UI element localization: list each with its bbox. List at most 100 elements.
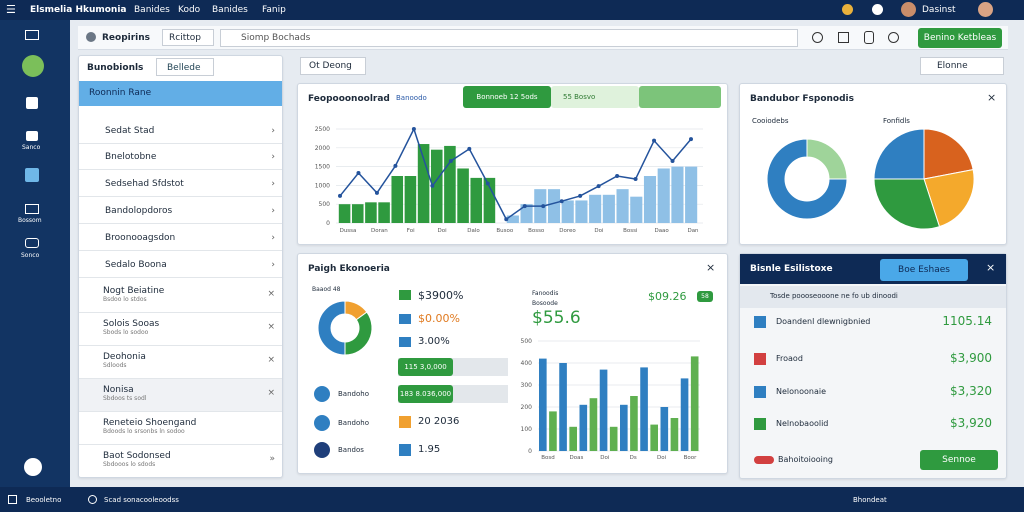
status-text: Bhondeat — [853, 496, 887, 504]
entry[interactable]: Nonisa Sbdoos ts sodl × — [79, 379, 282, 412]
entry[interactable]: Nogt Beiatine Bsdoo lo stdos × — [79, 280, 282, 313]
avatar[interactable] — [978, 2, 993, 17]
list-title: Bunobionls — [87, 63, 144, 73]
status-text: Scad sonacooleoodss — [104, 496, 179, 504]
profile-avatar[interactable] — [22, 55, 44, 77]
y-tick-label: 1000 — [315, 182, 330, 189]
menu-item[interactable]: Banides — [212, 5, 248, 15]
x-tick-label: Doi — [594, 228, 604, 234]
help-icon[interactable] — [24, 458, 42, 476]
entry-subtitle: Bsdoo lo stdos — [103, 296, 147, 303]
toolbar-icon[interactable] — [864, 31, 874, 44]
blue-bar — [589, 194, 602, 223]
blue-bar — [561, 200, 574, 223]
entry[interactable]: Reneteio Shoengand Bdoods lo srsonbs ln s… — [79, 412, 282, 445]
filter-dropdown[interactable]: Bellede — [156, 58, 214, 76]
filter-dropdown[interactable]: Ot Deong — [300, 57, 366, 75]
pie-slice — [923, 128, 974, 180]
line-point — [615, 174, 620, 178]
user-name[interactable]: Dasinst — [922, 5, 956, 15]
nav-icon[interactable] — [25, 204, 39, 214]
item-label: Bnelotobne — [105, 152, 157, 162]
blue-bar — [575, 200, 588, 223]
x-tick-label: Doran — [371, 228, 388, 234]
list-item[interactable]: Sedalo Boona › — [79, 252, 282, 278]
pie-slice — [923, 169, 975, 228]
element: › — [271, 206, 275, 216]
blue-bar — [685, 166, 698, 223]
stats-panel: Paigh Ekonoeria × Baaod 48 $3900% $0.00%… — [297, 253, 728, 474]
nav-icon[interactable] — [25, 168, 39, 182]
toolbar-icon[interactable] — [838, 32, 849, 43]
bar — [660, 407, 669, 451]
green-bar — [365, 202, 377, 223]
nav-icon[interactable] — [25, 30, 39, 40]
search-box[interactable]: Siomp Bochads — [220, 29, 798, 47]
entry[interactable]: Solois Sooas Sbods lo sodoo × — [79, 313, 282, 346]
panel-title: Bandubor Fsponodis — [750, 94, 854, 104]
dropdown[interactable]: Rcittop — [162, 29, 214, 46]
stat-value: $3900% — [418, 289, 464, 302]
x-tick-label: Daao — [654, 228, 669, 234]
y-tick-label: 100 — [521, 426, 533, 433]
status-icon[interactable] — [8, 495, 17, 504]
filter-box[interactable]: Elonne — [920, 57, 1004, 75]
close-button[interactable]: × — [706, 261, 716, 274]
menu-icon[interactable]: ☰ — [6, 3, 16, 16]
line-point — [467, 146, 472, 151]
list-item[interactable]: Broonooagsdon › — [79, 225, 282, 251]
sidebar: Sanco Bossom Sonco — [0, 20, 70, 487]
element: × — [267, 388, 275, 398]
green-bar — [378, 202, 390, 223]
settings-icon[interactable] — [872, 4, 883, 15]
toolbar-icon[interactable] — [812, 32, 823, 43]
list-item[interactable]: Bandolopdoros › — [79, 198, 282, 224]
legend-item: Bosoode — [532, 300, 558, 307]
nav-icon[interactable] — [26, 97, 38, 109]
entry[interactable]: Baot Sodonsed Sbdooos lo sdods » — [79, 445, 282, 477]
toolbar-icon[interactable] — [888, 32, 899, 43]
menu-item[interactable]: Banides — [134, 5, 170, 15]
action-button[interactable]: Sennoe — [920, 450, 998, 470]
circle-icon — [314, 442, 330, 458]
line-point — [578, 193, 583, 198]
panel-header: Bisnle Esilistoxe Boe Eshaes × — [740, 254, 1006, 284]
primary-button[interactable]: Benino Ketbleas — [918, 28, 1002, 48]
tab[interactable]: Boe Eshaes — [880, 259, 968, 281]
x-tick-label: Dan — [687, 228, 699, 234]
notification-icon[interactable] — [842, 4, 853, 15]
donut-segment — [766, 138, 848, 220]
close-button[interactable]: × — [986, 261, 996, 274]
trend-line — [339, 127, 692, 221]
nav-label: Sonco — [21, 252, 40, 259]
status-icon[interactable] — [88, 495, 97, 504]
green-bar — [391, 176, 404, 223]
selected-item[interactable]: Roonnin Rane — [79, 81, 282, 106]
list-item[interactable]: Bnelotobne › — [79, 144, 282, 170]
tab[interactable]: Bonnoeb 12 5ods — [463, 86, 551, 108]
row-amount: $3,900 — [950, 351, 992, 365]
donut-segment — [344, 311, 373, 356]
circle-icon — [314, 415, 330, 431]
element: × — [267, 289, 275, 299]
list-item[interactable]: Sedsehad Sfdstot › — [79, 171, 282, 197]
menu-item[interactable]: Kodo — [178, 5, 201, 15]
list-item[interactable]: Sedat Stad › — [79, 118, 282, 144]
x-tick-label: Foi — [407, 228, 415, 234]
entry[interactable]: Deohonia Sdloods × — [79, 346, 282, 379]
y-tick-label: 0 — [326, 220, 330, 227]
close-button[interactable]: × — [987, 91, 997, 104]
tab[interactable] — [639, 86, 721, 108]
line-point — [338, 193, 342, 198]
element: › — [271, 179, 275, 189]
avatar[interactable] — [901, 2, 916, 17]
entry-title: Nogt Beiatine — [103, 286, 165, 296]
line-point — [393, 163, 398, 168]
nav-icon[interactable] — [25, 238, 39, 248]
nav-icon[interactable] — [26, 131, 38, 141]
tab[interactable]: 55 Bosvo — [551, 86, 639, 108]
legend-item: Banoodo — [396, 94, 427, 102]
line-point — [411, 127, 416, 131]
x-tick-label: Dalo — [467, 228, 480, 234]
menu-item[interactable]: Fanip — [262, 5, 286, 15]
